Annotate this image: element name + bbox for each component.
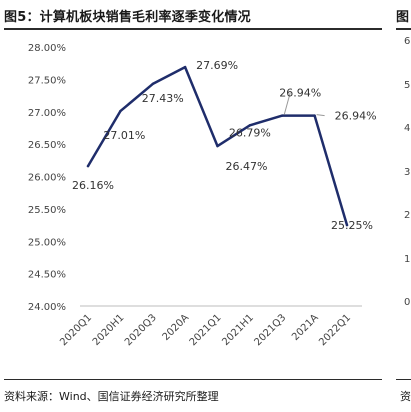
- neighbor-tick-label: 0: [404, 297, 411, 308]
- data-point: [183, 65, 187, 69]
- data-point: [248, 124, 252, 127]
- x-tick-label: 2020H1: [91, 312, 127, 348]
- data-point: [86, 164, 90, 168]
- data-point: [216, 144, 219, 148]
- neighbor-tick-label: 1: [404, 253, 411, 265]
- data-label: 26.47%: [226, 160, 268, 173]
- data-labels: 26.16% 27.01% 27.43% 27.69% 26.47% 26.79% 26.9…: [72, 59, 377, 232]
- data-point: [313, 114, 316, 117]
- data-label: 27.01%: [103, 129, 145, 142]
- label-leader: [316, 114, 325, 117]
- data-point: [345, 223, 349, 227]
- x-tick-label: 2021Q3: [253, 312, 289, 348]
- source-divider: [4, 379, 382, 380]
- y-tick-label: 26.50%: [28, 140, 66, 151]
- data-point: [151, 82, 154, 86]
- neighbor-tick-label: 4: [404, 123, 411, 134]
- neighbor-tick-label: 5: [404, 79, 411, 91]
- data-label: 26.94%: [335, 110, 377, 123]
- series-line: [86, 65, 349, 227]
- x-tick-label: 2020Q1: [58, 312, 94, 348]
- x-tick-label: 2021A: [290, 312, 321, 343]
- figure-title: 图5：计算机板块销售毛利率逐季变化情况: [4, 10, 251, 25]
- neighbor-tick-label: 6: [404, 36, 411, 47]
- y-tick-label: 25.50%: [28, 205, 66, 216]
- y-tick-label: 24.50%: [28, 270, 66, 281]
- neighbor-source-divider: [396, 379, 411, 380]
- data-label: 27.43%: [142, 92, 184, 105]
- neighbor-tick-label: 3: [404, 166, 411, 178]
- y-tick-label: 25.00%: [28, 237, 66, 248]
- neighbor-title-divider: [396, 28, 411, 30]
- data-label: 27.69%: [196, 59, 238, 72]
- y-tick-label: 28.00%: [28, 43, 66, 54]
- x-tick-label: 2022Q1: [317, 312, 353, 348]
- neighbor-figure-title: 图: [396, 10, 410, 25]
- neighbor-figure-source: 资: [400, 390, 411, 403]
- x-tick-label: 2020Q3: [123, 312, 159, 348]
- y-axis-ticks: 28.00% 27.50% 27.00% 26.50% 26.00% 25.50% 25.0…: [28, 43, 66, 313]
- y-tick-label: 27.50%: [28, 75, 66, 86]
- neighbor-tick-label: 2: [404, 210, 411, 221]
- data-label: 26.79%: [229, 126, 271, 139]
- data-label: 26.16%: [72, 179, 114, 192]
- label-leader-lines: [283, 92, 325, 117]
- x-tick-label: 2021Q1: [188, 312, 224, 348]
- label-leader: [283, 92, 291, 115]
- y-tick-label: 26.00%: [28, 173, 66, 184]
- y-tick-label: 24.00%: [28, 302, 66, 313]
- data-label: 25.25%: [331, 219, 373, 232]
- y-tick-label: 27.00%: [28, 108, 66, 119]
- x-tick-label: 2020A: [161, 312, 192, 343]
- data-point: [281, 114, 284, 117]
- data-label: 26.94%: [279, 87, 321, 100]
- figure-source: 资料来源：Wind、国信证券经济研究所整理: [4, 390, 219, 403]
- title-divider: [4, 28, 382, 30]
- data-point: [119, 109, 122, 113]
- x-tick-label: 2021H1: [220, 312, 256, 348]
